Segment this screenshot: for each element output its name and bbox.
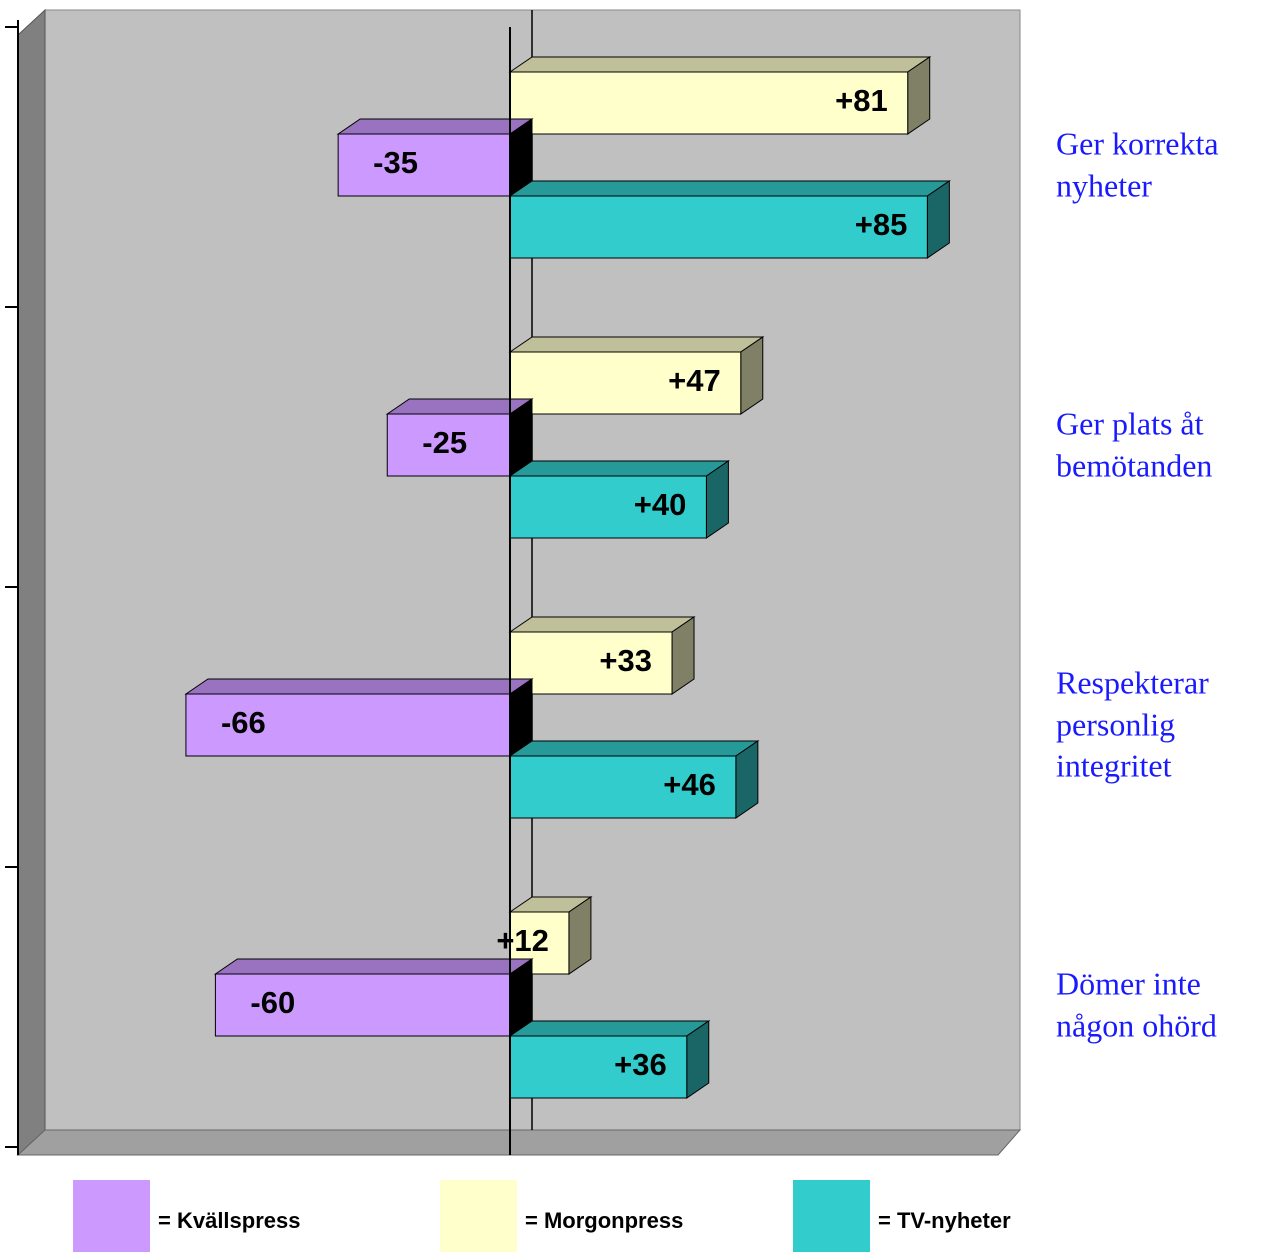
bar <box>508 336 765 415</box>
bar <box>213 958 534 1037</box>
value-labels: +81 -35 +85 +47 -25 +40 +33 -66 +46 +12 -60 +36 <box>221 83 907 1082</box>
bar-front <box>386 413 511 477</box>
bar-top <box>508 1020 711 1037</box>
category-label: Ger plats åt bemötanden <box>1056 405 1213 483</box>
value-label: +36 <box>614 1047 667 1082</box>
bar-front <box>509 195 928 259</box>
bar-top <box>336 118 534 135</box>
value-label: +85 <box>855 207 908 242</box>
value-label: +12 <box>496 923 549 958</box>
category-label: Respekterar personlig integritet <box>1056 664 1209 784</box>
bar-top <box>508 616 696 633</box>
bar <box>385 398 534 477</box>
bar-top <box>508 336 765 353</box>
bar-top <box>508 180 951 197</box>
bar-top <box>508 460 731 477</box>
bar-front <box>509 71 909 135</box>
bar <box>508 56 932 135</box>
bar-top <box>213 958 534 975</box>
bar-front <box>185 693 511 757</box>
value-label: +40 <box>634 487 687 522</box>
bar <box>508 460 731 539</box>
bar <box>508 1020 711 1099</box>
bar <box>508 616 696 695</box>
bars <box>184 56 951 1099</box>
category-label: Dömer inte någon ohörd <box>1056 965 1217 1043</box>
value-label: +33 <box>599 643 652 678</box>
bar-front <box>509 631 673 695</box>
bar <box>336 118 534 197</box>
value-label: -35 <box>373 145 418 180</box>
legend-label: = Kvällspress <box>158 1208 300 1233</box>
bar-top <box>508 740 760 757</box>
legend-swatch <box>793 1180 870 1252</box>
bar-top <box>508 56 932 73</box>
bar-front <box>509 1035 688 1099</box>
legend: = Kvällspress = Morgonpress = TV-nyheter <box>73 1180 1011 1252</box>
bar <box>184 678 534 757</box>
bar-top <box>184 678 534 695</box>
bar <box>508 180 951 259</box>
category-label: Ger korrekta nyheter <box>1056 125 1219 203</box>
value-label: +47 <box>668 363 721 398</box>
value-label: -60 <box>250 985 295 1020</box>
bar-front <box>509 755 737 819</box>
bar-front <box>337 133 511 197</box>
category-ticks <box>5 26 18 1148</box>
legend-swatch <box>73 1180 150 1252</box>
bar <box>508 740 760 819</box>
floor <box>16 1129 1022 1156</box>
legend-label: = Morgonpress <box>525 1208 683 1233</box>
value-label: +46 <box>663 767 716 802</box>
legend-label: = TV-nyheter <box>878 1208 1011 1233</box>
bar-front <box>509 475 707 539</box>
legend-swatch <box>440 1180 517 1252</box>
value-label: +81 <box>835 83 888 118</box>
value-label: -25 <box>422 425 467 460</box>
value-label: -66 <box>221 705 266 740</box>
bar-front <box>214 973 511 1037</box>
bar-front <box>509 351 742 415</box>
side-wall <box>17 8 46 1157</box>
